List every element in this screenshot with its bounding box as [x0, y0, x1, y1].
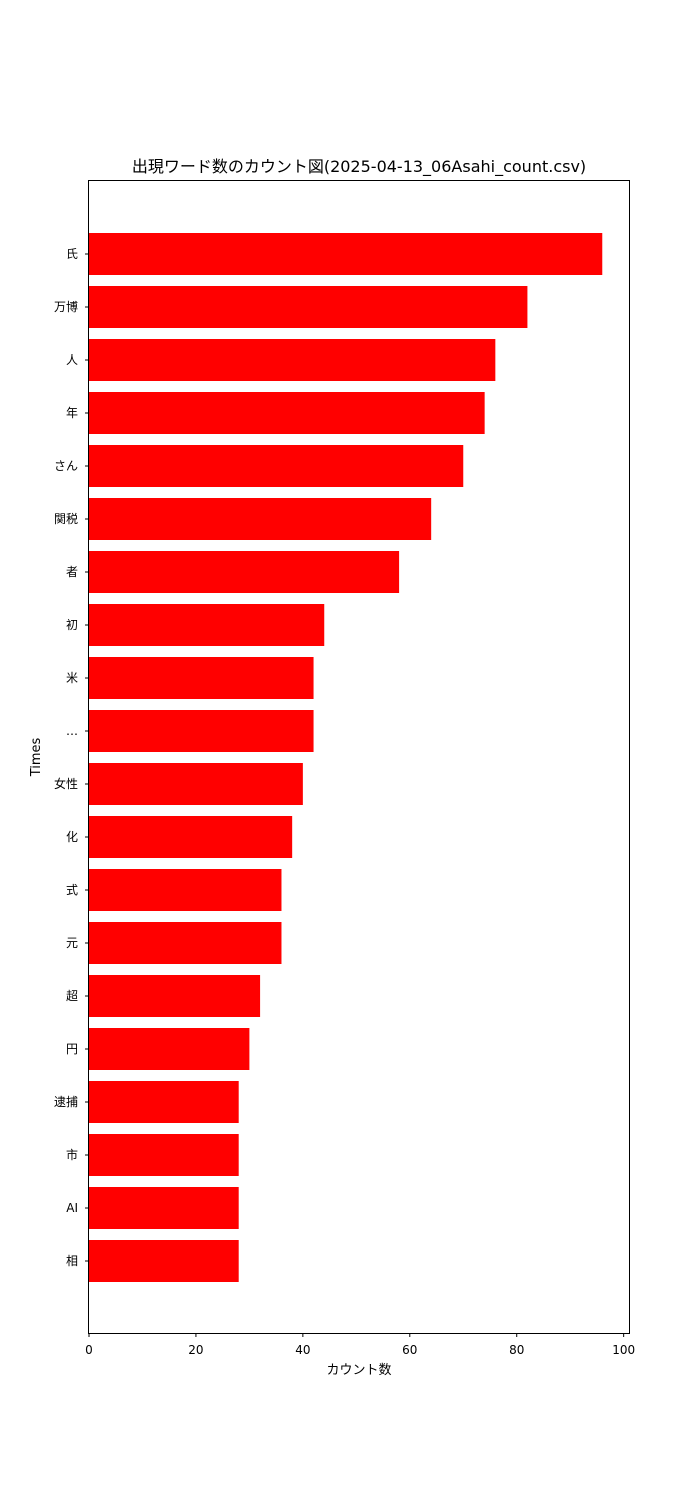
y-tick-label: 相 [66, 1254, 78, 1268]
x-tick-label: 40 [295, 1343, 310, 1357]
y-tick-label: 初 [66, 618, 78, 632]
y-tick-label: 元 [66, 936, 78, 950]
y-tick-label: AI [66, 1201, 78, 1215]
x-tick-label: 0 [85, 1343, 93, 1357]
y-tick-label: 者 [66, 565, 78, 579]
x-tick-label: 60 [402, 1343, 417, 1357]
bar [89, 763, 303, 805]
plot-frame [88, 180, 630, 1334]
y-tick-label: 市 [66, 1147, 78, 1162]
bars [89, 233, 603, 1282]
bar [89, 551, 400, 593]
bar [89, 604, 325, 646]
x-tick-label: 20 [188, 1343, 203, 1357]
bar [89, 498, 432, 540]
y-tick-label: 化 [66, 830, 78, 844]
bar [89, 1028, 250, 1070]
bar [89, 339, 496, 381]
x-tick-label: 80 [509, 1343, 524, 1357]
x-axis-ticks: 0 20 40 60 80 100 [85, 1333, 635, 1357]
bar [89, 710, 314, 752]
y-tick-label: … [66, 724, 78, 738]
bar [89, 975, 261, 1017]
y-tick-label: さん [54, 459, 78, 473]
bar [89, 1134, 239, 1176]
y-tick-label: 年 [66, 406, 78, 420]
bar [89, 286, 528, 328]
bar [89, 869, 282, 911]
y-tick-label: 万博 [54, 299, 78, 314]
y-tick-label: 関税 [54, 512, 78, 526]
bar [89, 922, 282, 964]
bar [89, 392, 485, 434]
y-tick-label: 米 [66, 671, 78, 685]
bar [89, 445, 464, 487]
bar [89, 816, 293, 858]
y-tick-label: 逮捕 [54, 1094, 78, 1109]
y-tick-label: 人 [66, 353, 78, 367]
bar [89, 233, 603, 275]
bar [89, 657, 314, 699]
y-tick-label: 女性 [54, 776, 78, 791]
y-axis-label: Times [29, 737, 44, 777]
chart-title: 出現ワード数のカウント図(2025-04-13_06Asahi_count.cs… [132, 157, 586, 177]
y-tick-label: 氏 [66, 247, 78, 261]
bar [89, 1187, 239, 1229]
bar [89, 1081, 239, 1123]
x-tick-label: 100 [612, 1343, 635, 1357]
y-tick-label: 式 [66, 883, 78, 897]
bar [89, 1240, 239, 1282]
y-tick-label: 超 [66, 988, 78, 1003]
x-axis-label: カウント数 [326, 1363, 391, 1378]
y-tick-label: 円 [66, 1042, 78, 1056]
